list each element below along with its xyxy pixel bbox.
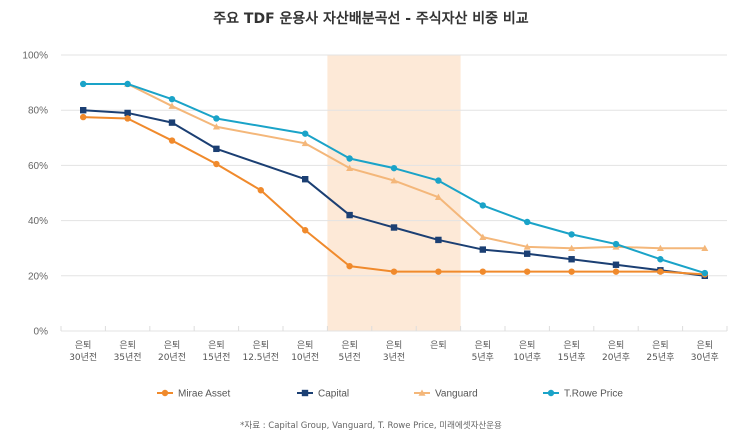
data-point: [523, 243, 531, 250]
data-point: [568, 256, 575, 263]
data-point: [479, 268, 486, 275]
legend-item: Vanguard: [414, 389, 478, 400]
x-tick-label: 은퇴 3년전: [383, 340, 405, 363]
x-tick-label: 은퇴: [430, 340, 447, 351]
data-point: [656, 244, 664, 251]
data-point: [168, 137, 176, 144]
data-point: [346, 164, 354, 171]
source-note: *자료 : Capital Group, Vanguard, T. Rowe P…: [240, 420, 502, 431]
data-point: [124, 80, 131, 88]
data-point: [390, 268, 398, 275]
legend-label: Capital: [318, 389, 349, 400]
x-tick-label: 은퇴 25년후: [646, 340, 674, 363]
y-tick-label: 100%: [22, 51, 48, 62]
data-point: [479, 233, 487, 240]
x-tick-label: 은퇴 35년전: [114, 340, 142, 363]
data-point: [479, 202, 486, 209]
x-tick-label: 은퇴 12.5년전: [242, 340, 279, 363]
legend-marker: [418, 389, 426, 396]
legend-label: T.Rowe Price: [564, 389, 623, 400]
data-point: [435, 236, 442, 244]
y-tick-label: 0%: [34, 327, 49, 338]
data-point: [346, 155, 353, 162]
x-tick-label: 은퇴 15년전: [202, 340, 230, 363]
data-point: [346, 262, 353, 270]
data-point: [434, 193, 442, 200]
data-point: [524, 268, 531, 275]
data-point: [701, 244, 709, 251]
x-tick-label: 은퇴 5년후: [472, 340, 494, 363]
x-tick-label: 은퇴 20년전: [158, 340, 186, 363]
data-point: [168, 95, 176, 103]
data-point: [701, 269, 708, 277]
y-tick-label: 20%: [28, 271, 48, 282]
data-point: [435, 177, 442, 184]
series-line: [83, 82, 706, 274]
data-point: [346, 211, 353, 219]
data-point: [168, 119, 176, 126]
y-tick-label: 40%: [28, 216, 48, 227]
data-point: [80, 113, 87, 121]
data-point: [568, 268, 575, 275]
legend-label: Mirae Asset: [178, 389, 230, 400]
data-point: [302, 227, 309, 234]
data-point: [301, 139, 309, 147]
x-tick-label: 은퇴 5년전: [338, 340, 360, 363]
data-point: [124, 109, 131, 117]
series-t-rowe-price: [80, 80, 708, 277]
data-point: [524, 218, 531, 226]
data-point: [80, 80, 87, 88]
x-tick-label: 은퇴 15년후: [558, 340, 586, 363]
series-line: [83, 109, 705, 277]
x-tick-label: 은퇴 10년전: [291, 340, 319, 363]
legend-label: Vanguard: [435, 389, 478, 400]
x-axis: 은퇴 30년전 은퇴 35년전 은퇴 20년전 은퇴 15년전 은퇴 12.5년전 은퇴 10년전 은퇴…: [60, 326, 728, 363]
data-point: [657, 256, 664, 263]
data-point: [612, 268, 620, 275]
data-point: [80, 107, 87, 114]
data-point: [657, 268, 664, 275]
legend-marker: [547, 389, 555, 397]
data-point: [257, 187, 264, 194]
legend-item: T.Rowe Price: [543, 389, 623, 400]
data-point: [213, 145, 220, 153]
x-tick-label: 은퇴 20년후: [602, 340, 630, 363]
legend: Mirae Asset Capital Vanguard T.Rowe Price: [157, 389, 623, 400]
chart-title: 주요 TDF 운용사 자산배분곡선 - 주식자산 비중 비교: [213, 10, 529, 27]
data-point: [302, 176, 309, 183]
data-point: [390, 224, 398, 231]
x-tick-label: 은퇴 10년후: [513, 340, 541, 363]
legend-item: Capital: [297, 389, 349, 400]
x-tick-label: 은퇴 30년후: [691, 340, 719, 363]
data-point: [168, 102, 176, 109]
data-point: [213, 115, 220, 122]
data-point: [213, 160, 220, 168]
data-point: [302, 130, 309, 137]
data-point: [568, 231, 575, 238]
data-point: [124, 115, 131, 122]
y-tick-label: 80%: [28, 106, 48, 117]
y-tick-label: 60%: [28, 161, 48, 172]
data-point: [612, 240, 620, 248]
series-capital: [80, 107, 708, 279]
data-point: [612, 261, 620, 268]
legend-item: Mirae Asset: [157, 389, 230, 400]
x-tick-label: 은퇴 30년전: [69, 340, 97, 363]
legend-marker: [301, 389, 309, 397]
series-layer: [80, 80, 709, 279]
data-point: [390, 164, 398, 172]
data-point: [524, 250, 531, 257]
highlight-band: [327, 55, 461, 331]
legend-marker: [161, 389, 169, 397]
highlight-band-layer: [327, 55, 461, 331]
data-point: [479, 246, 486, 253]
data-point: [568, 244, 576, 251]
data-point: [390, 177, 398, 184]
data-point: [435, 268, 442, 275]
data-point: [212, 123, 220, 130]
